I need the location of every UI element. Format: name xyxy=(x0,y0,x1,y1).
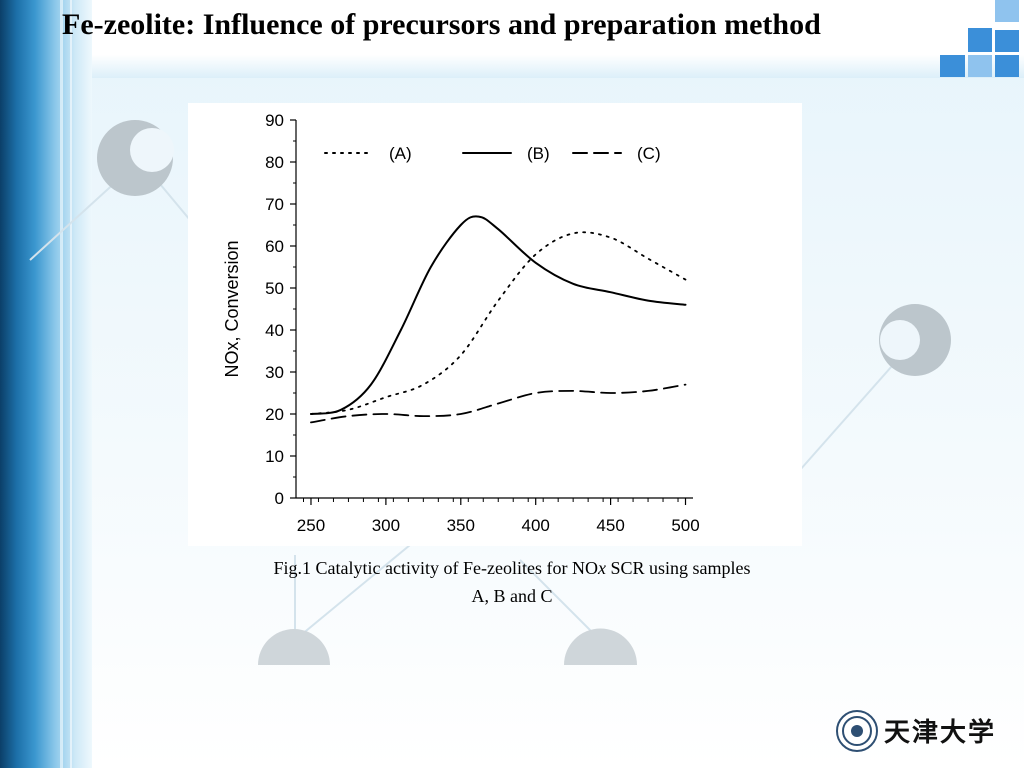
y-tick-label: 80 xyxy=(265,153,284,172)
slide-title: Fe-zeolite: Influence of precursors and … xyxy=(62,8,821,41)
x-tick-label: 250 xyxy=(297,516,325,535)
chart-panel: 0 10 20 30 40 50 60 70 80 90 250 300 350 400 450 500 NOx… xyxy=(188,103,802,546)
caption-prefix: Fig.1 Catalytic activity of Fe-zeolites … xyxy=(273,558,598,578)
series-line-dotted xyxy=(310,231,687,415)
y-tick-label: 40 xyxy=(265,321,284,340)
deco-square xyxy=(968,28,992,52)
left-bar-stripe xyxy=(70,0,72,768)
deco-square xyxy=(968,55,992,77)
y-tick-label: 60 xyxy=(265,237,284,256)
top-header-band xyxy=(92,0,1024,78)
university-name: 天津大学 xyxy=(884,718,997,748)
x-tick-label: 500 xyxy=(671,516,699,535)
caption-italic: x xyxy=(597,558,606,578)
x-tick-label: 400 xyxy=(522,516,550,535)
y-tick-label: 30 xyxy=(265,363,284,382)
y-tick-label: 20 xyxy=(265,405,284,424)
legend-label: (B) xyxy=(527,144,550,163)
legend-label: (C) xyxy=(637,144,661,163)
deco-half-circle xyxy=(258,629,330,665)
caption-line-1: Fig.1 Catalytic activity of Fe-zeolites … xyxy=(190,554,834,582)
y-tick-label: 0 xyxy=(275,489,284,508)
series-line-dashed xyxy=(310,383,687,424)
left-bar-stripe xyxy=(60,0,63,768)
deco-square xyxy=(995,0,1019,22)
x-tick-label: 300 xyxy=(372,516,400,535)
x-tick-label: 350 xyxy=(447,516,475,535)
y-tick-label: 90 xyxy=(265,111,284,130)
caption-line-2: A, B and C xyxy=(471,586,553,606)
left-decorative-bar xyxy=(0,0,92,768)
y-tick-label: 50 xyxy=(265,279,284,298)
y-axis-label: NOx, Conversion xyxy=(222,240,242,377)
deco-square xyxy=(940,55,965,77)
caption-suffix: SCR using samples xyxy=(605,558,751,578)
figure-caption: Fig.1 Catalytic activity of Fe-zeolites … xyxy=(190,554,834,610)
series-line-solid xyxy=(309,215,687,415)
university-logo xyxy=(836,710,878,752)
y-tick-label: 70 xyxy=(265,195,284,214)
legend-label: (A) xyxy=(389,144,412,163)
y-tick-label: 10 xyxy=(265,447,284,466)
nox-conversion-chart: 0 10 20 30 40 50 60 70 80 90 250 300 350 400 450 500 NOx… xyxy=(222,111,700,535)
x-tick-label: 450 xyxy=(596,516,624,535)
deco-half-circle xyxy=(564,628,637,665)
deco-square xyxy=(995,30,1019,52)
deco-square xyxy=(995,55,1019,77)
